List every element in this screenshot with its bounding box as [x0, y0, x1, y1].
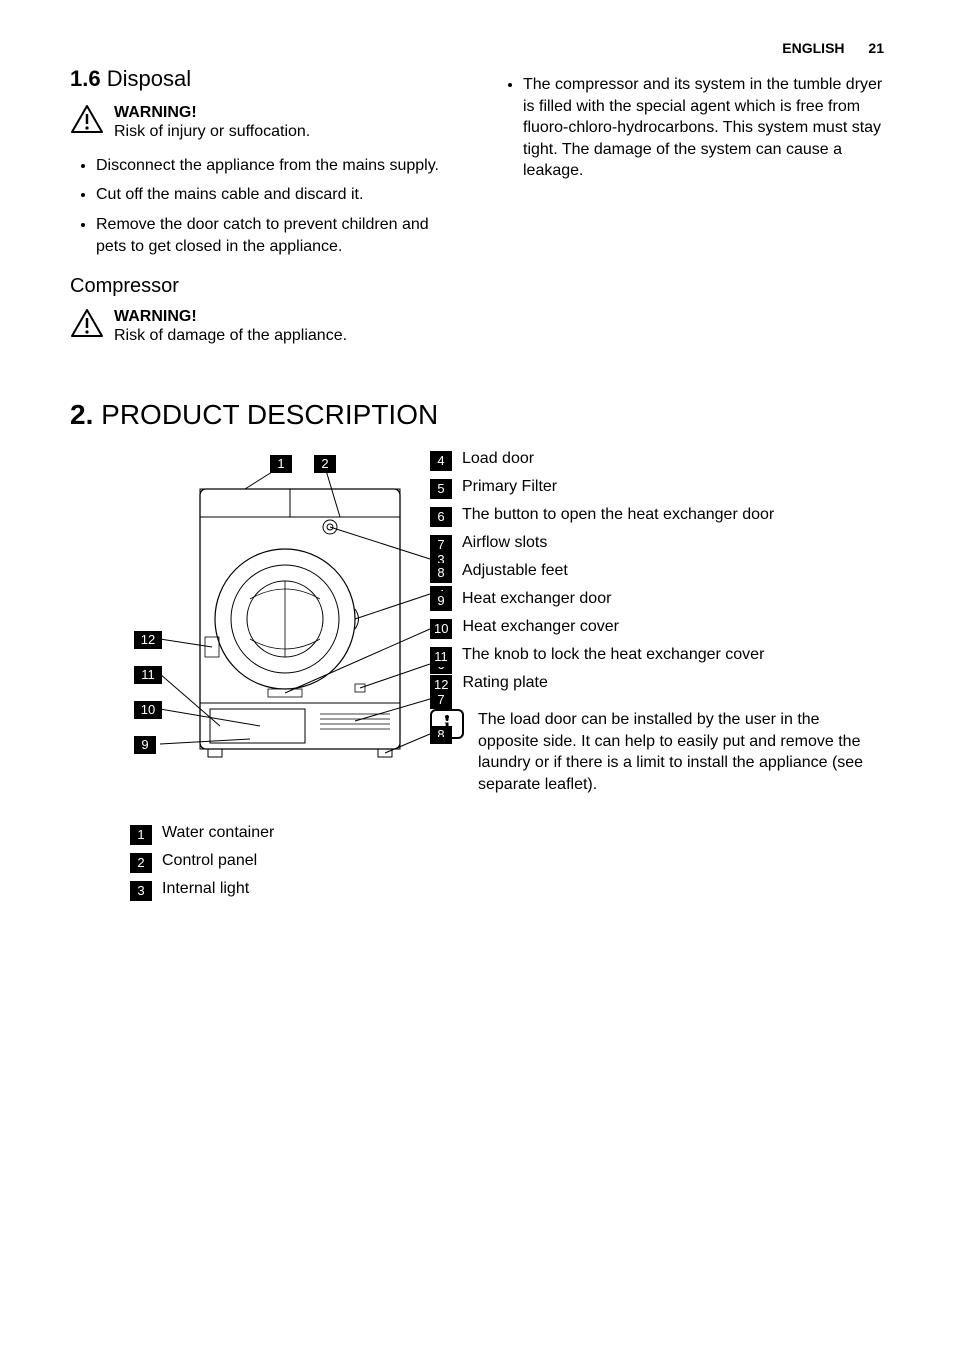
legend-label: Rating plate: [462, 673, 547, 694]
section-1-6-heading: 1.6 Disposal: [70, 66, 457, 92]
legend-num: 8: [430, 563, 452, 583]
legend-num: 11: [430, 647, 452, 667]
top-columns: 1.6 Disposal WARNING! Risk of injury or …: [70, 66, 884, 359]
disposal-warning-title: WARNING!: [114, 104, 310, 122]
chapter-2-number: 2.: [70, 399, 93, 430]
diagram-lower-legend: 1 Water container 2 Control panel 3 Inte…: [130, 823, 400, 901]
disposal-warning-text: WARNING! Risk of injury or suffocation.: [114, 104, 310, 143]
legend-label: Internal light: [162, 879, 249, 900]
chapter-2-heading: 2. PRODUCT DESCRIPTION: [70, 399, 884, 431]
appliance-diagram: 1 2 3 4 5 6 7 8 12 11 10 9: [130, 449, 460, 809]
list-item: Cut off the mains cable and discard it.: [96, 184, 457, 206]
legend-num: 4: [430, 451, 452, 471]
legend-num: 12: [430, 675, 452, 695]
disposal-warning-body: Risk of injury or suffocation.: [114, 122, 310, 143]
section-1-6-number: 1.6: [70, 66, 101, 91]
legend-num: 10: [430, 619, 452, 639]
section-1-6-title: Disposal: [107, 66, 191, 91]
compressor-warning: WARNING! Risk of damage of the appliance…: [70, 308, 457, 347]
compressor-warning-body: Risk of damage of the appliance.: [114, 326, 347, 347]
compressor-heading: Compressor: [70, 275, 457, 298]
legend-item: 4 Load door: [430, 449, 884, 471]
legend-label: Load door: [462, 449, 534, 470]
legend-num: 5: [430, 479, 452, 499]
callout-num: 1: [277, 456, 284, 471]
callout-num: 12: [141, 632, 155, 647]
disposal-bullets: Disconnect the appliance from the mains …: [70, 155, 457, 257]
legend-label: Adjustable feet: [462, 561, 568, 582]
legend-num: 7: [430, 535, 452, 555]
legend-num: 6: [430, 507, 452, 527]
info-note-text: The load door can be installed by the us…: [478, 709, 884, 795]
legend-label: Primary Filter: [462, 477, 557, 498]
disposal-warning: WARNING! Risk of injury or suffocation.: [70, 104, 457, 143]
legend-item: 12 Rating plate: [430, 673, 884, 695]
callout-num: 11: [141, 667, 155, 682]
legend-item: 1 Water container: [130, 823, 400, 845]
legend-label: Heat exchanger cover: [462, 617, 619, 638]
diagram-column: 1 2 3 4 5 6 7 8 12 11 10 9 1: [70, 449, 400, 907]
legend-item: 7 Airflow slots: [430, 533, 884, 555]
compressor-bullets: The compressor and its system in the tum…: [497, 74, 884, 182]
legend-num: 2: [130, 853, 152, 873]
legend-label: Control panel: [162, 851, 257, 872]
legend-num: 3: [130, 881, 152, 901]
info-icon: i: [430, 709, 464, 739]
legend-label: Water container: [162, 823, 274, 844]
product-description-row: 1 2 3 4 5 6 7 8 12 11 10 9 1: [70, 449, 884, 907]
warning-icon: [70, 308, 104, 338]
compressor-warning-title: WARNING!: [114, 308, 347, 326]
callout-num: 2: [321, 456, 328, 471]
legend-num: 1: [130, 825, 152, 845]
legend-item: 2 Control panel: [130, 851, 400, 873]
legend-item: 10 Heat exchanger cover: [430, 617, 884, 639]
legend-label: Airflow slots: [462, 533, 547, 554]
legend-item: 5 Primary Filter: [430, 477, 884, 499]
warning-icon: [70, 104, 104, 134]
legend-num: 9: [430, 591, 452, 611]
right-column: The compressor and its system in the tum…: [497, 66, 884, 359]
legend-item: 9 Heat exchanger door: [430, 589, 884, 611]
list-item: Remove the door catch to prevent childre…: [96, 214, 457, 257]
legend-item: 3 Internal light: [130, 879, 400, 901]
list-item: The compressor and its system in the tum…: [523, 74, 884, 182]
list-item: Disconnect the appliance from the mains …: [96, 155, 457, 177]
header-language: ENGLISH: [782, 40, 844, 56]
parts-legend-column: 4 Load door 5 Primary Filter 6 The butto…: [430, 449, 884, 907]
left-column: 1.6 Disposal WARNING! Risk of injury or …: [70, 66, 457, 359]
compressor-warning-text: WARNING! Risk of damage of the appliance…: [114, 308, 347, 347]
legend-label: Heat exchanger door: [462, 589, 611, 610]
legend-item: 6 The button to open the heat exchanger …: [430, 505, 884, 527]
callout-badge: 1 2: [270, 455, 336, 473]
page-header: ENGLISH 21: [70, 40, 884, 56]
legend-label: The knob to lock the heat exchanger cove…: [462, 645, 764, 666]
info-note: i The load door can be installed by the …: [430, 709, 884, 795]
header-page-number: 21: [868, 40, 884, 56]
legend-item: 8 Adjustable feet: [430, 561, 884, 583]
callout-num: 9: [141, 737, 148, 752]
legend-label: The button to open the heat exchanger do…: [462, 505, 774, 526]
chapter-2-title: PRODUCT DESCRIPTION: [101, 399, 438, 430]
legend-item: 11 The knob to lock the heat exchanger c…: [430, 645, 884, 667]
callout-num: 10: [141, 702, 155, 717]
